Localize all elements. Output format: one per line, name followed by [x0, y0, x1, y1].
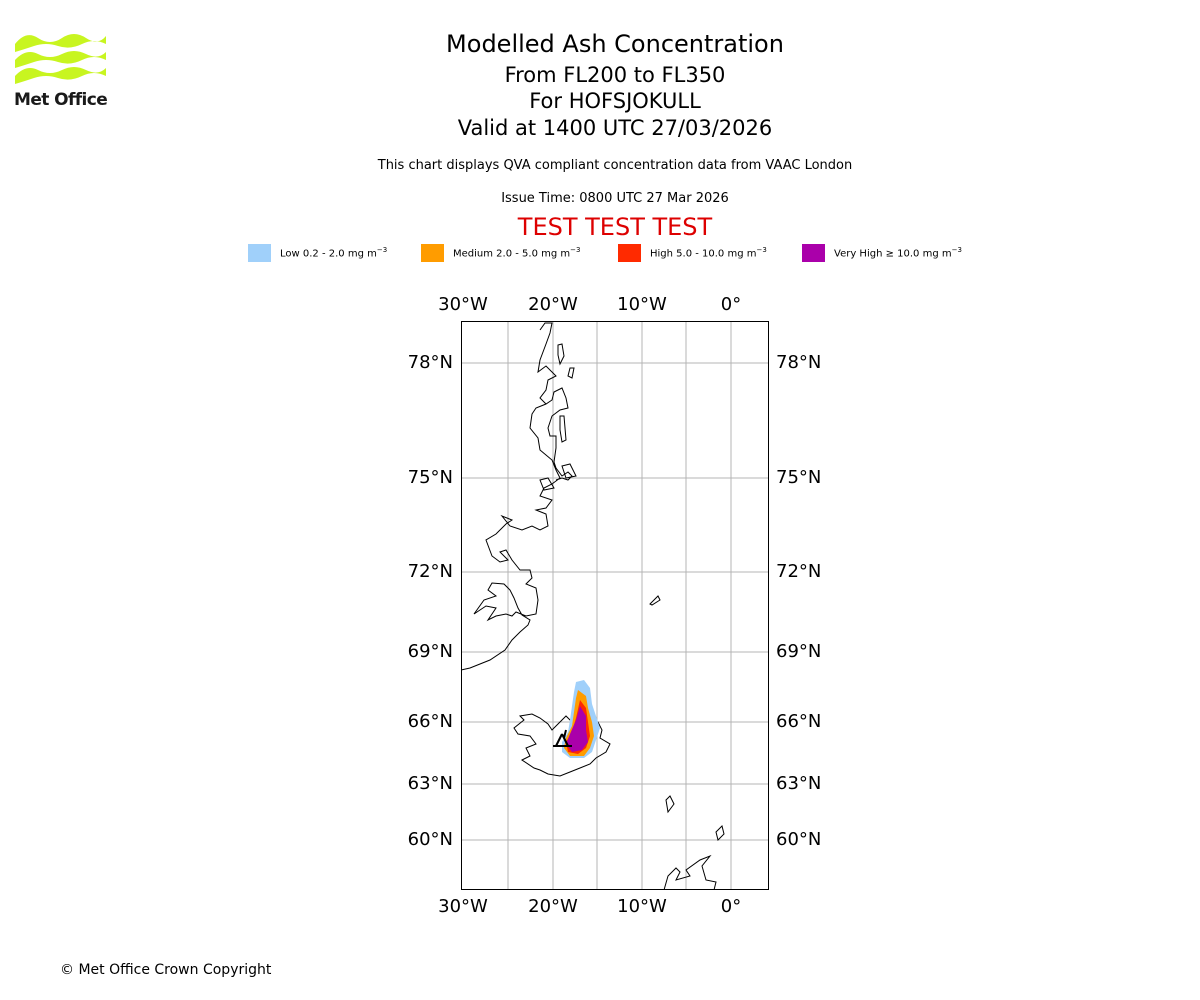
lat-label-left-60n: 60°N	[408, 829, 453, 850]
lon-label-top-0: 0°	[721, 294, 741, 315]
lon-label-top-10w: 10°W	[617, 294, 667, 315]
met-office-waves-icon	[15, 34, 106, 84]
lon-label-top-30w: 30°W	[438, 294, 488, 315]
lat-label-right-75n: 75°N	[776, 467, 821, 488]
coastlines	[461, 322, 725, 890]
met-office-logo: Met Office	[14, 30, 108, 112]
lat-label-left-72n: 72°N	[408, 561, 453, 582]
ash-plume	[562, 680, 600, 758]
lat-label-right-66n: 66°N	[776, 711, 821, 732]
volcano-marker	[553, 729, 572, 747]
valid-time: Valid at 1400 UTC 27/03/2026	[457, 116, 773, 140]
graticule	[461, 321, 769, 890]
lon-label-bottom-10w: 10°W	[617, 896, 667, 917]
legend-swatch-medium	[421, 244, 444, 262]
lat-label-left-75n: 75°N	[408, 467, 453, 488]
lat-label-right-60n: 60°N	[776, 829, 821, 850]
lat-label-right-63n: 63°N	[776, 773, 821, 794]
legend-swatch-high	[618, 244, 641, 262]
lat-label-left-69n: 69°N	[408, 641, 453, 662]
ash-very-high-contour	[566, 706, 588, 752]
map-frame	[461, 321, 769, 890]
legend-label-very-high: Very High ≥ 10.0 mg m−3	[834, 246, 962, 260]
lat-label-left-63n: 63°N	[408, 773, 453, 794]
copyright-notice: © Met Office Crown Copyright	[60, 962, 272, 978]
lon-label-bottom-20w: 20°W	[528, 896, 578, 917]
met-office-wordmark: Met Office	[14, 90, 108, 110]
chart-title: Modelled Ash Concentration	[446, 30, 784, 58]
lon-label-bottom-30w: 30°W	[438, 896, 488, 917]
lon-label-bottom-0: 0°	[721, 896, 741, 917]
greenland-coast	[461, 387, 573, 671]
legend-swatch-very-high	[802, 244, 825, 262]
issue-time: Issue Time: 0800 UTC 27 Mar 2026	[501, 191, 729, 206]
lat-label-left-66n: 66°N	[408, 711, 453, 732]
legend-swatch-low	[248, 244, 271, 262]
volcano-name: For HOFSJOKULL	[529, 89, 701, 113]
lat-label-right-78n: 78°N	[776, 352, 821, 373]
lat-label-left-78n: 78°N	[408, 352, 453, 373]
lat-label-right-69n: 69°N	[776, 641, 821, 662]
legend-label-low: Low 0.2 - 2.0 mg m−3	[280, 246, 388, 260]
ash-concentration-map: 30°W 20°W 10°W 0° 30°W 20°W 10°W 0° 78°N…	[408, 294, 822, 917]
lon-label-top-20w: 20°W	[528, 294, 578, 315]
chart-description: This chart displays QVA compliant concen…	[377, 158, 853, 173]
lat-label-right-72n: 72°N	[776, 561, 821, 582]
test-banner: TEST TEST TEST	[517, 213, 713, 241]
legend-label-medium: Medium 2.0 - 5.0 mg m−3	[453, 246, 581, 260]
legend-label-high: High 5.0 - 10.0 mg m−3	[650, 246, 767, 260]
flight-levels: From FL200 to FL350	[504, 63, 726, 87]
